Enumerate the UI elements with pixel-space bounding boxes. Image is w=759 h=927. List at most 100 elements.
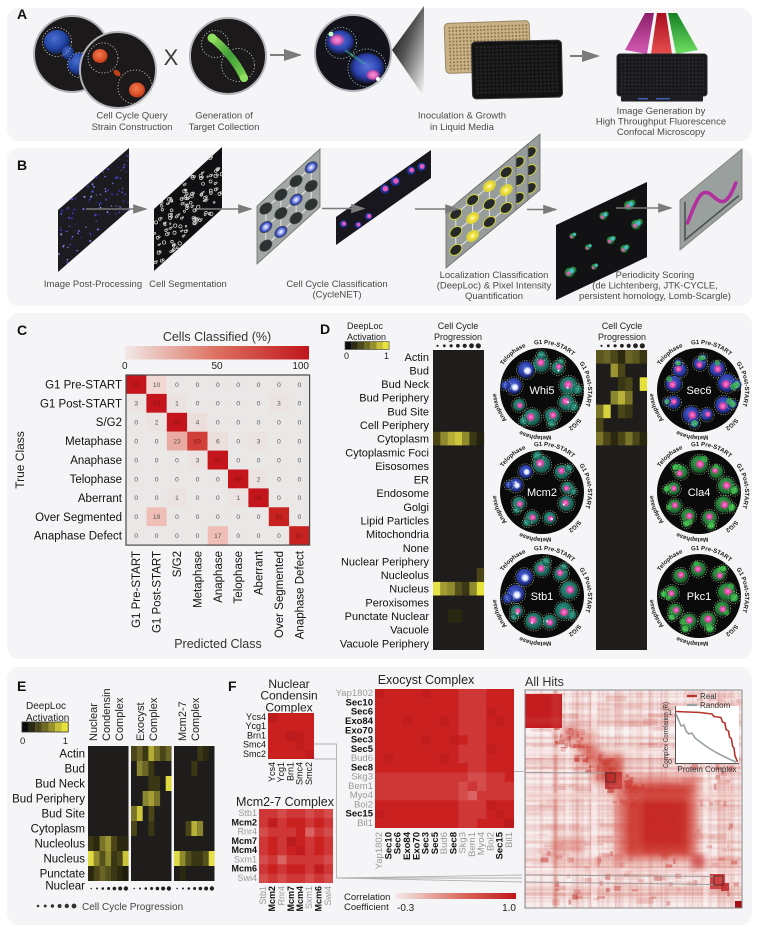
svg-text:98: 98 [235, 476, 243, 483]
svg-text:0: 0 [298, 420, 302, 427]
svg-text:Myo4: Myo4 [476, 832, 487, 855]
svg-text:Bud Site: Bud Site [42, 809, 85, 821]
svg-text:0: 0 [196, 476, 200, 483]
svg-text:19: 19 [153, 514, 161, 521]
svg-text:0: 0 [196, 514, 200, 521]
svg-text:0: 0 [196, 401, 200, 408]
svg-text:Ycg1: Ycg1 [276, 762, 286, 783]
svg-text:90: 90 [133, 382, 141, 389]
svg-text:Exo84: Exo84 [402, 831, 413, 860]
svg-text:0: 0 [257, 533, 261, 540]
svg-text:0: 0 [175, 533, 179, 540]
svg-text:Golgi: Golgi [403, 502, 429, 514]
svg-text:Mcm2-7: Mcm2-7 [177, 701, 189, 741]
svg-text:Bil1: Bil1 [357, 818, 373, 829]
svg-text:Generation of: Generation of [195, 111, 253, 122]
svg-text:1: 1 [175, 495, 179, 502]
svg-text:(de Lichtenberg, JTK-CYCLE,: (de Lichtenberg, JTK-CYCLE, [592, 281, 718, 292]
svg-text:D: D [320, 321, 330, 337]
svg-text:persistent homology, Lomb-Scar: persistent homology, Lomb-Scargle) [579, 291, 731, 302]
svg-text:Mcm4: Mcm4 [295, 886, 305, 912]
svg-text:Mcm4: Mcm4 [231, 845, 257, 855]
svg-text:C: C [17, 322, 27, 338]
svg-text:Condensin: Condensin [101, 688, 113, 741]
svg-text:G1 Pre-START: G1 Pre-START [45, 379, 122, 391]
svg-text:Ycg1: Ycg1 [245, 721, 266, 731]
svg-text:3: 3 [196, 457, 200, 464]
svg-text:0: 0 [257, 514, 261, 521]
svg-text:Sec5: Sec5 [351, 744, 374, 755]
svg-text:92: 92 [153, 401, 161, 408]
svg-text:Activation: Activation [26, 713, 69, 724]
svg-text:Over Segmented: Over Segmented [35, 512, 122, 524]
svg-text:Ycs4: Ycs4 [246, 712, 266, 722]
svg-text:0: 0 [175, 457, 179, 464]
svg-text:0: 0 [236, 514, 240, 521]
svg-text:0: 0 [298, 495, 302, 502]
svg-text:81: 81 [275, 514, 283, 521]
svg-text:Lipid Particles: Lipid Particles [361, 516, 430, 528]
svg-text:Progression: Progression [434, 332, 482, 342]
svg-text:Telophase: Telophase [70, 474, 122, 486]
svg-text:1: 1 [236, 495, 240, 502]
svg-text:Sec6: Sec6 [686, 385, 711, 397]
svg-text:0: 0 [668, 759, 672, 766]
svg-text:Activation: Activation [347, 332, 386, 342]
svg-text:Vacuole Periphery: Vacuole Periphery [340, 638, 430, 650]
svg-text:0: 0 [257, 401, 261, 408]
svg-text:0: 0 [155, 533, 159, 540]
svg-text:G1 Post-START: G1 Post-START [152, 551, 164, 633]
svg-text:Actin: Actin [59, 749, 85, 761]
svg-text:Bud Neck: Bud Neck [381, 379, 429, 391]
svg-text:-0.3: -0.3 [397, 903, 415, 914]
svg-text:Stb1: Stb1 [258, 886, 268, 905]
svg-text:Bud6: Bud6 [439, 832, 450, 854]
svg-text:Cytoplasm: Cytoplasm [377, 434, 429, 446]
svg-text:Quantification: Quantification [465, 291, 523, 302]
svg-text:Nuclear Periphery: Nuclear Periphery [341, 556, 430, 568]
svg-text:23: 23 [173, 439, 181, 446]
svg-text:94: 94 [173, 420, 181, 427]
svg-text:Myo4: Myo4 [350, 790, 373, 801]
svg-text:Exo84: Exo84 [345, 716, 374, 727]
svg-text:Pkc1: Pkc1 [687, 591, 711, 603]
svg-text:0: 0 [344, 351, 349, 361]
svg-text:0: 0 [277, 420, 281, 427]
svg-text:Punctate: Punctate [40, 869, 85, 881]
svg-text:0: 0 [134, 457, 138, 464]
svg-text:Rnr4: Rnr4 [277, 886, 287, 906]
svg-text:Cell Segmentation: Cell Segmentation [149, 279, 227, 290]
svg-text:0: 0 [155, 495, 159, 502]
svg-text:Nuclear: Nuclear [45, 881, 85, 893]
svg-text:Boi2: Boi2 [354, 799, 373, 810]
svg-text:F: F [228, 678, 237, 694]
svg-text:0: 0 [134, 420, 138, 427]
svg-text:Ycs4: Ycs4 [267, 762, 277, 782]
svg-text:0: 0 [298, 439, 302, 446]
svg-text:0: 0 [134, 533, 138, 540]
svg-text:0: 0 [196, 533, 200, 540]
svg-text:0: 0 [216, 514, 220, 521]
svg-text:Cell Cycle: Cell Cycle [602, 321, 643, 331]
svg-text:Swi4: Swi4 [237, 873, 257, 883]
svg-text:Metaphase: Metaphase [192, 551, 204, 608]
svg-text:Mcm2-7 Complex: Mcm2-7 Complex [236, 795, 335, 809]
svg-text:0: 0 [122, 361, 128, 372]
svg-text:3: 3 [134, 401, 138, 408]
svg-text:Sec3: Sec3 [351, 735, 373, 746]
svg-text:1: 1 [63, 736, 68, 747]
svg-text:0: 0 [277, 476, 281, 483]
svg-text:(DeepLoc) & Pixel Intensity: (DeepLoc) & Pixel Intensity [437, 281, 552, 292]
svg-text:0: 0 [175, 514, 179, 521]
svg-text:0: 0 [236, 401, 240, 408]
svg-text:Complex: Complex [265, 700, 312, 714]
svg-text:Sec8: Sec8 [351, 762, 373, 773]
svg-text:0: 0 [257, 457, 261, 464]
svg-text:Progression: Progression [598, 332, 646, 342]
svg-text:1.0: 1.0 [502, 903, 516, 914]
svg-text:0: 0 [216, 401, 220, 408]
svg-text:0: 0 [134, 439, 138, 446]
svg-text:2: 2 [257, 476, 261, 483]
svg-text:Bud Periphery: Bud Periphery [359, 393, 429, 405]
svg-text:Protein Complex: Protein Complex [677, 765, 736, 774]
